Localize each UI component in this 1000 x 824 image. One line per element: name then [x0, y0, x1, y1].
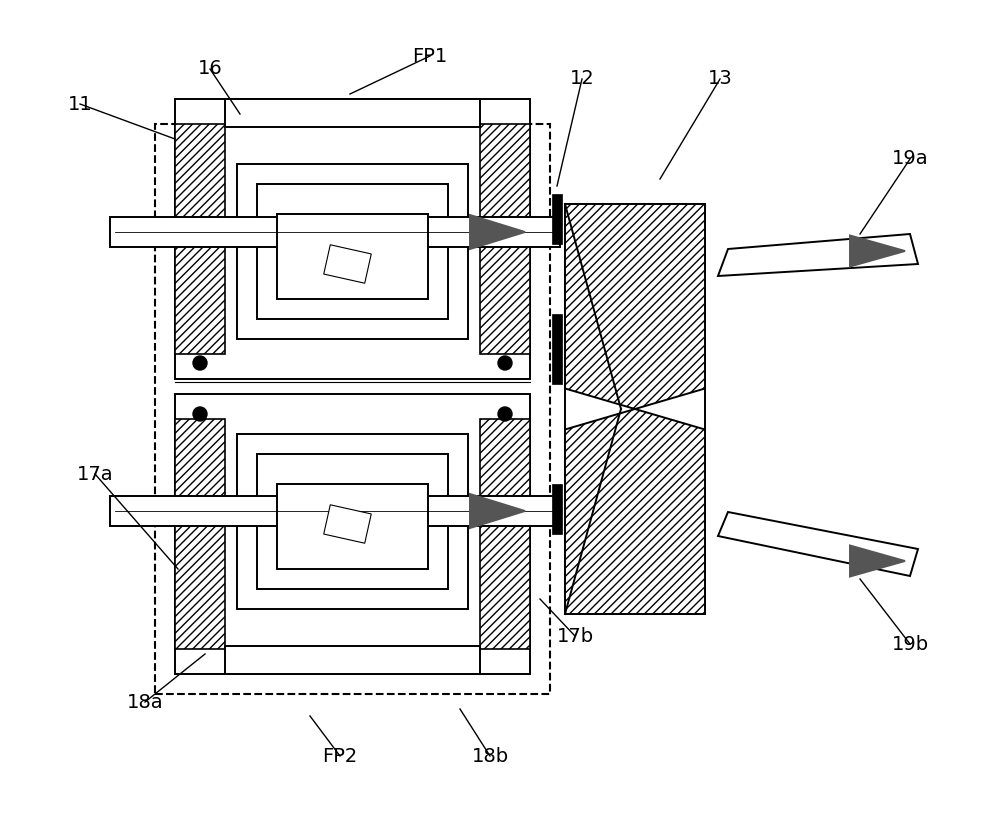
Bar: [552, 484, 562, 534]
Text: 19a: 19a: [892, 149, 928, 168]
Text: 17b: 17b: [556, 626, 594, 645]
Circle shape: [498, 407, 512, 421]
Polygon shape: [718, 234, 918, 276]
Bar: [175, 99, 530, 379]
Text: FP2: FP2: [322, 747, 358, 765]
Circle shape: [498, 356, 512, 370]
Bar: [175, 124, 225, 354]
Bar: [175, 394, 530, 674]
Text: FP1: FP1: [412, 46, 448, 65]
Bar: [225, 99, 480, 127]
Bar: [565, 204, 705, 614]
Text: 18a: 18a: [127, 692, 163, 711]
Text: 11: 11: [68, 95, 92, 114]
Polygon shape: [324, 505, 371, 543]
Polygon shape: [324, 245, 371, 283]
Circle shape: [193, 407, 207, 421]
Text: 17a: 17a: [77, 465, 113, 484]
Bar: [277, 484, 428, 569]
Text: 18b: 18b: [471, 747, 509, 765]
Bar: [257, 184, 448, 319]
Text: 16: 16: [198, 59, 222, 78]
Text: 13: 13: [708, 69, 732, 88]
Bar: [480, 419, 530, 649]
Polygon shape: [565, 409, 705, 614]
Bar: [552, 194, 562, 244]
Bar: [257, 454, 448, 589]
Polygon shape: [850, 236, 905, 266]
Polygon shape: [470, 494, 525, 528]
Bar: [237, 164, 468, 339]
Polygon shape: [850, 545, 905, 577]
Polygon shape: [470, 215, 525, 249]
Bar: [552, 314, 562, 384]
Text: 19b: 19b: [891, 634, 929, 653]
Bar: [480, 124, 530, 354]
Bar: [237, 434, 468, 609]
Text: 12: 12: [570, 69, 594, 88]
Bar: [225, 646, 480, 674]
Polygon shape: [565, 204, 705, 409]
Bar: [110, 496, 560, 526]
Bar: [277, 214, 428, 299]
Bar: [175, 419, 225, 649]
Bar: [155, 124, 550, 694]
Bar: [110, 217, 560, 247]
Polygon shape: [718, 512, 918, 576]
Circle shape: [193, 356, 207, 370]
